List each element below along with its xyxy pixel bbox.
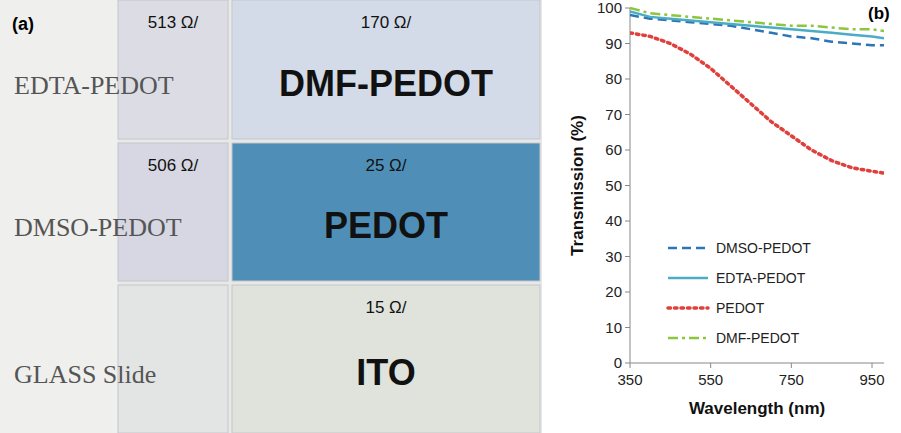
sample-slide (232, 0, 540, 139)
legend-label: DMSO-PEDOT (716, 240, 811, 256)
x-tick-label: 550 (698, 371, 723, 388)
x-tick (710, 363, 711, 368)
y-tick-label: 30 (605, 248, 622, 265)
sheet-resistance: 506 Ω/ (148, 156, 199, 175)
sheet-resistance: 513 Ω/ (148, 13, 199, 32)
sample-name: ITO (356, 352, 415, 393)
y-tick (625, 256, 630, 257)
sheet-resistance: 25 Ω/ (365, 156, 406, 175)
y-tick-label: 100 (597, 0, 622, 16)
x-axis (630, 363, 884, 364)
y-tick-label: 20 (605, 283, 622, 300)
y-axis-title: Transmission (%) (568, 115, 587, 256)
y-tick-label: 60 (605, 141, 622, 158)
y-tick (625, 43, 630, 44)
legend-label: PEDOT (716, 300, 765, 316)
sheet-resistance: 170 Ω/ (361, 13, 412, 32)
y-tick (625, 221, 630, 222)
y-tick-label: 0 (614, 354, 622, 371)
legend-label: EDTA-PEDOT (716, 270, 806, 286)
sample-name: GLASS Slide (14, 360, 156, 389)
legend-swatch (668, 306, 708, 310)
y-tick (625, 327, 630, 328)
legend-swatch (668, 337, 708, 340)
y-tick (625, 292, 630, 293)
figure: 513 Ω/EDTA-PEDOT 506 Ω/DMSO-PEDOT GLASS Sl… (0, 0, 901, 433)
y-tick-label: 80 (605, 70, 622, 87)
x-tick-label: 950 (859, 371, 884, 388)
y-tick (625, 79, 630, 80)
series-line (630, 8, 884, 31)
y-tick (625, 8, 630, 9)
sample-slide (118, 143, 228, 281)
chart-panel: 0 10 20 30 40 50 60 70 80 90 100 350 550 750 950 Wavele… (568, 0, 890, 418)
x-tick (630, 363, 631, 368)
y-tick (625, 150, 630, 151)
sample-slide (118, 0, 228, 139)
x-tick-label: 350 (617, 371, 642, 388)
y-tick-label: 10 (605, 319, 622, 336)
sample-slide (232, 285, 540, 433)
sample-name: DMF-PEDOT (279, 63, 493, 104)
series-line (630, 12, 884, 39)
sample-name: DMSO-PEDOT (14, 213, 182, 242)
x-tick (872, 363, 873, 368)
photo-panel: 513 Ω/EDTA-PEDOT 506 Ω/DMSO-PEDOT GLASS Sl… (0, 0, 542, 433)
legend-swatch (668, 247, 708, 250)
x-axis-title: Wavelength (nm) (689, 399, 825, 418)
y-tick (625, 363, 630, 364)
legend: DMSO-PEDOT EDTA-PEDOT PEDOT DMF-PEDOT (668, 240, 811, 346)
panel-letter: (b) (868, 4, 890, 23)
sample-slide (232, 143, 540, 281)
sample-slide (118, 285, 228, 433)
legend-label: DMF-PEDOT (716, 330, 800, 346)
sheet-resistance: 15 Ω/ (365, 298, 406, 317)
plot-lines (630, 8, 884, 173)
photo-background (0, 0, 542, 433)
panel-letter: (a) (12, 14, 34, 34)
y-tick (625, 114, 630, 115)
y-tick (625, 185, 630, 186)
sample-name: EDTA-PEDOT (14, 71, 174, 100)
x-tick (791, 363, 792, 368)
y-tick-label: 50 (605, 177, 622, 194)
x-tick-label: 750 (779, 371, 804, 388)
y-tick-label: 90 (605, 35, 622, 52)
y-tick-label: 40 (605, 212, 622, 229)
y-tick-label: 70 (605, 106, 622, 123)
series-line (630, 33, 884, 173)
legend-swatch (668, 277, 708, 280)
sample-name: PEDOT (324, 205, 448, 246)
